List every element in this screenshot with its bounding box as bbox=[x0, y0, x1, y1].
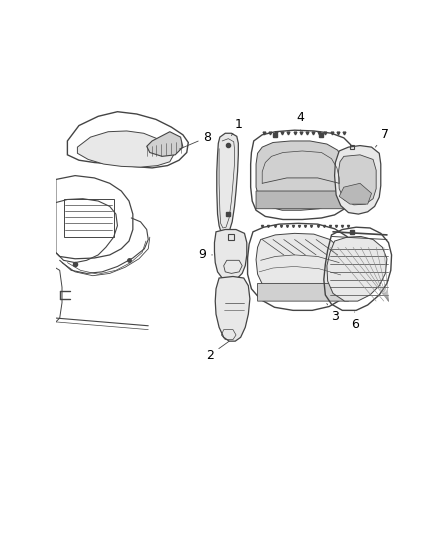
Polygon shape bbox=[215, 230, 247, 280]
Polygon shape bbox=[215, 277, 250, 341]
Polygon shape bbox=[335, 146, 381, 214]
Polygon shape bbox=[256, 233, 346, 301]
Text: 4: 4 bbox=[297, 111, 305, 131]
Polygon shape bbox=[258, 284, 355, 301]
Polygon shape bbox=[78, 131, 173, 167]
Text: 7: 7 bbox=[375, 128, 389, 147]
Polygon shape bbox=[256, 191, 350, 209]
Text: 6: 6 bbox=[351, 312, 359, 330]
Polygon shape bbox=[339, 155, 376, 205]
Polygon shape bbox=[339, 183, 371, 204]
Text: 3: 3 bbox=[327, 303, 339, 323]
Polygon shape bbox=[217, 133, 238, 235]
Text: 9: 9 bbox=[198, 248, 212, 261]
Polygon shape bbox=[147, 132, 183, 156]
Text: 2: 2 bbox=[206, 341, 229, 361]
Text: 1: 1 bbox=[231, 117, 243, 135]
Text: 8: 8 bbox=[179, 131, 212, 149]
Polygon shape bbox=[327, 237, 387, 301]
Polygon shape bbox=[256, 141, 342, 210]
